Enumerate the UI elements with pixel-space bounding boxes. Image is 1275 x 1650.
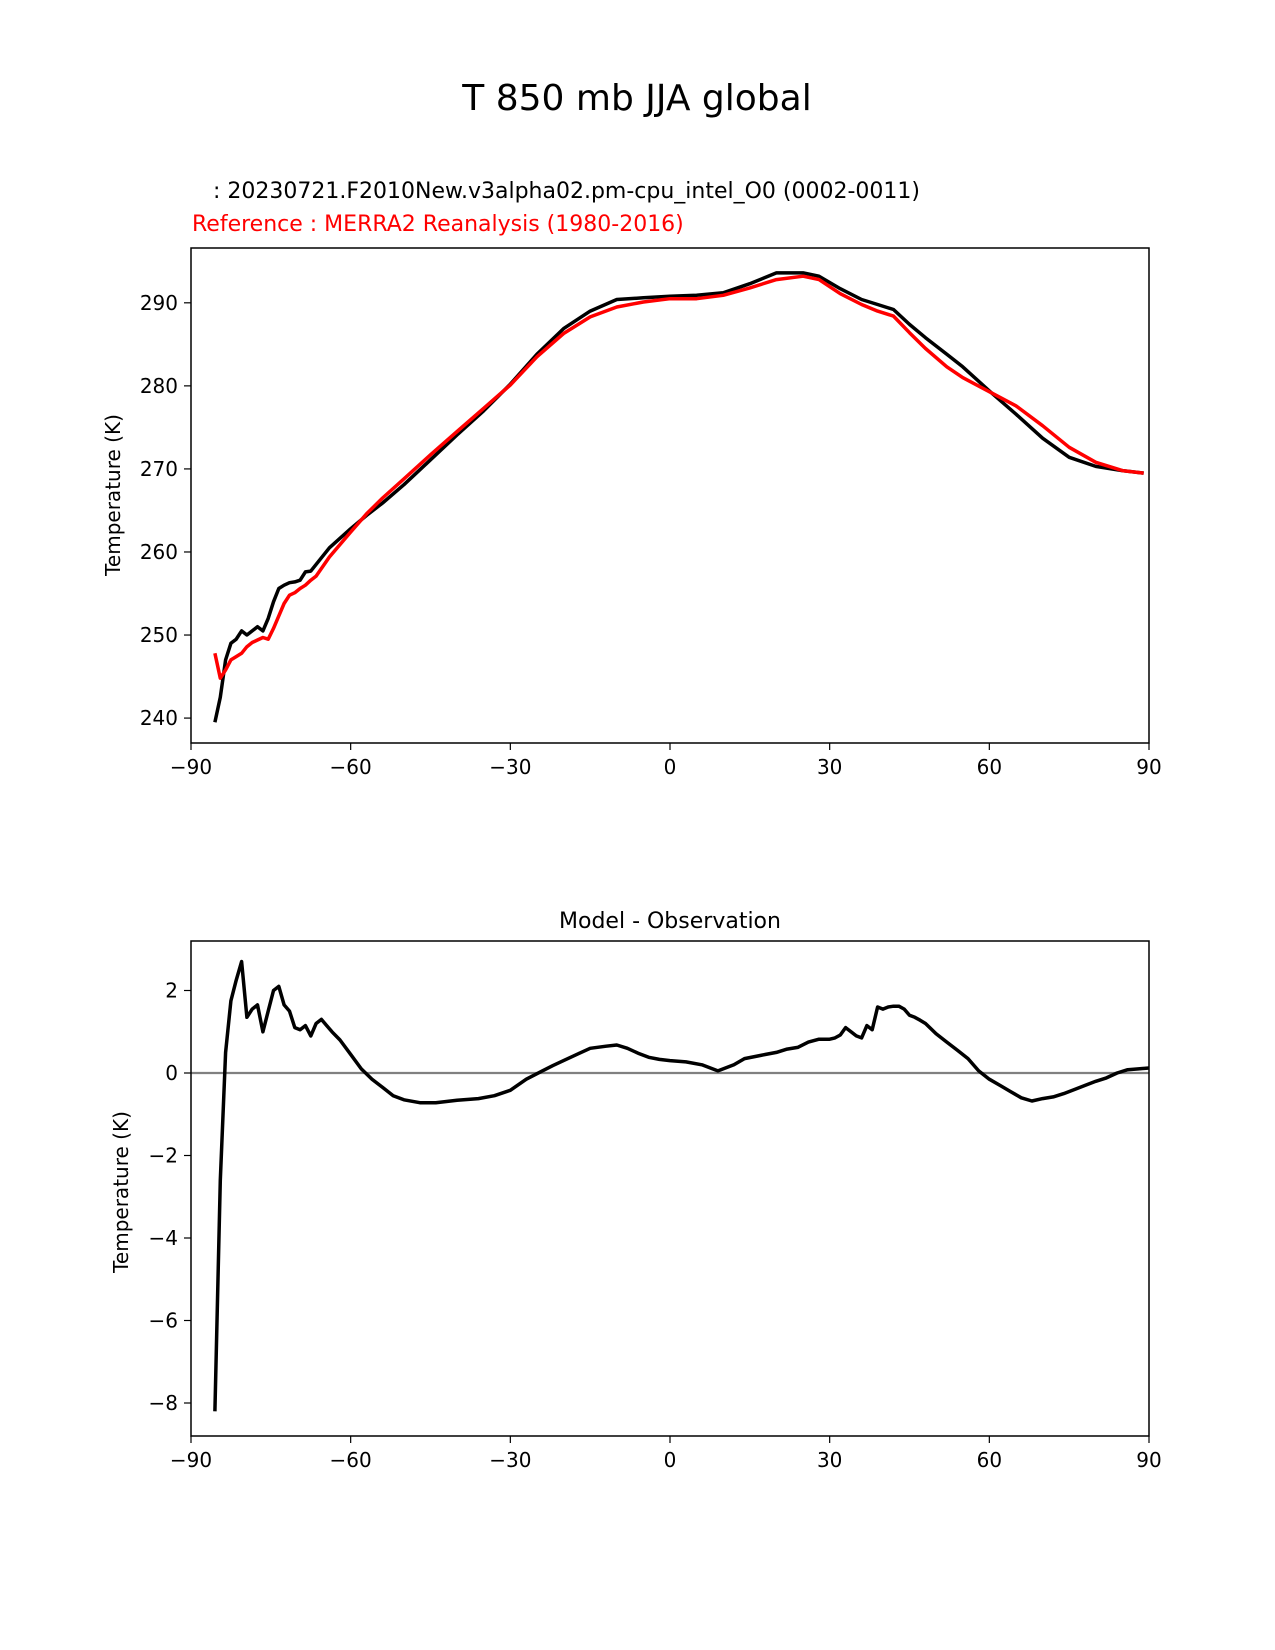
figure-title: T 850 mb JJA global [461, 78, 811, 119]
bottom-x-tick-label: 90 [1136, 1448, 1161, 1472]
bottom-x-tick-label: 30 [817, 1448, 842, 1472]
top-y-tick-label: 260 [140, 540, 178, 564]
bottom-y-tick-label: −2 [149, 1144, 178, 1168]
bottom-y-tick-label: −6 [149, 1309, 178, 1333]
bottom-y-tick-label: −8 [149, 1391, 178, 1415]
top-x-tick-label: 30 [817, 755, 842, 779]
top-x-tick-label: −30 [489, 755, 531, 779]
bottom-y-tick-label: −4 [149, 1226, 178, 1250]
top-panel: : 20230721.F2010New.v3alpha02.pm-cpu_int… [101, 179, 1162, 779]
top-y-tick-label: 270 [140, 457, 178, 481]
test-label: : 20230721.F2010New.v3alpha02.pm-cpu_int… [192, 179, 920, 204]
bottom-series-model-observation [213, 959, 1150, 1412]
bottom-x-tick-label: −30 [489, 1448, 531, 1472]
bottom-x-tick-label: 60 [977, 1448, 1002, 1472]
top-y-tick-label: 240 [140, 706, 178, 730]
top-y-tick-label: 250 [140, 623, 178, 647]
top-y-tick-label: 290 [140, 291, 178, 315]
bottom-y-axis-label: Temperature (K) [109, 1111, 133, 1274]
bottom-title: Model - Observation [559, 909, 781, 934]
top-y-tick-label: 280 [140, 374, 178, 398]
bottom-x-tick-label: 0 [664, 1448, 677, 1472]
top-x-tick-label: 90 [1136, 755, 1161, 779]
bottom-x-tick-label: −90 [170, 1448, 212, 1472]
bottom-axes-frame [190, 940, 1150, 1437]
top-x-tick-label: −90 [170, 755, 212, 779]
reference-label: Reference : MERRA2 Reanalysis (1980-2016… [192, 212, 684, 237]
top-axes-frame [190, 247, 1150, 744]
top-plot-area: −90 −60 −30 0 30 60 90 240 250 260 270 280 290 [140, 271, 1162, 779]
bottom-panel: Model - Observation Temperature (K) −90−… [109, 909, 1162, 1472]
top-y-axis-label: Temperature (K) [101, 414, 125, 577]
bottom-y-tick-label: 2 [165, 979, 178, 1003]
top-x-tick-label: 60 [977, 755, 1002, 779]
top-x-tick-label: −60 [330, 755, 372, 779]
bottom-x-tick-label: −60 [330, 1448, 372, 1472]
bottom-plot-area: −90 −60 −30 0 30 60 90 −8 −6 −4 −2 0 2 [149, 959, 1162, 1472]
top-x-tick-label: 0 [664, 755, 677, 779]
top-series-reference [213, 274, 1144, 680]
bottom-y-tick-label: 0 [165, 1061, 178, 1085]
